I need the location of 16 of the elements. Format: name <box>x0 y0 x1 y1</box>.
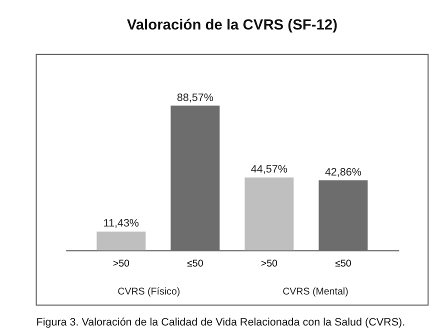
x-tick-label: >50 <box>112 258 130 270</box>
text: Figura 3. Valoración de la Calidad de Vida Relacionada con la Salud (CVRS). <box>36 316 406 328</box>
x-tick-label: ≤50 <box>187 258 204 270</box>
bar <box>96 232 146 250</box>
data-label: 88,57% <box>176 92 214 104</box>
bar <box>170 106 220 250</box>
text: CVRS (Mental) <box>282 286 348 298</box>
bar <box>244 178 294 250</box>
data-label: 42,86% <box>324 166 362 178</box>
data-label: 11,43% <box>103 218 140 230</box>
bar <box>318 180 368 250</box>
chart-title: Valoración de la CVRS (SF-12) <box>126 17 338 34</box>
x-tick-label: ≤50 <box>335 258 352 270</box>
text: CVRS (Físico) <box>118 286 180 298</box>
data-label: 44,57% <box>250 164 288 176</box>
x-tick-label: >50 <box>260 258 278 270</box>
